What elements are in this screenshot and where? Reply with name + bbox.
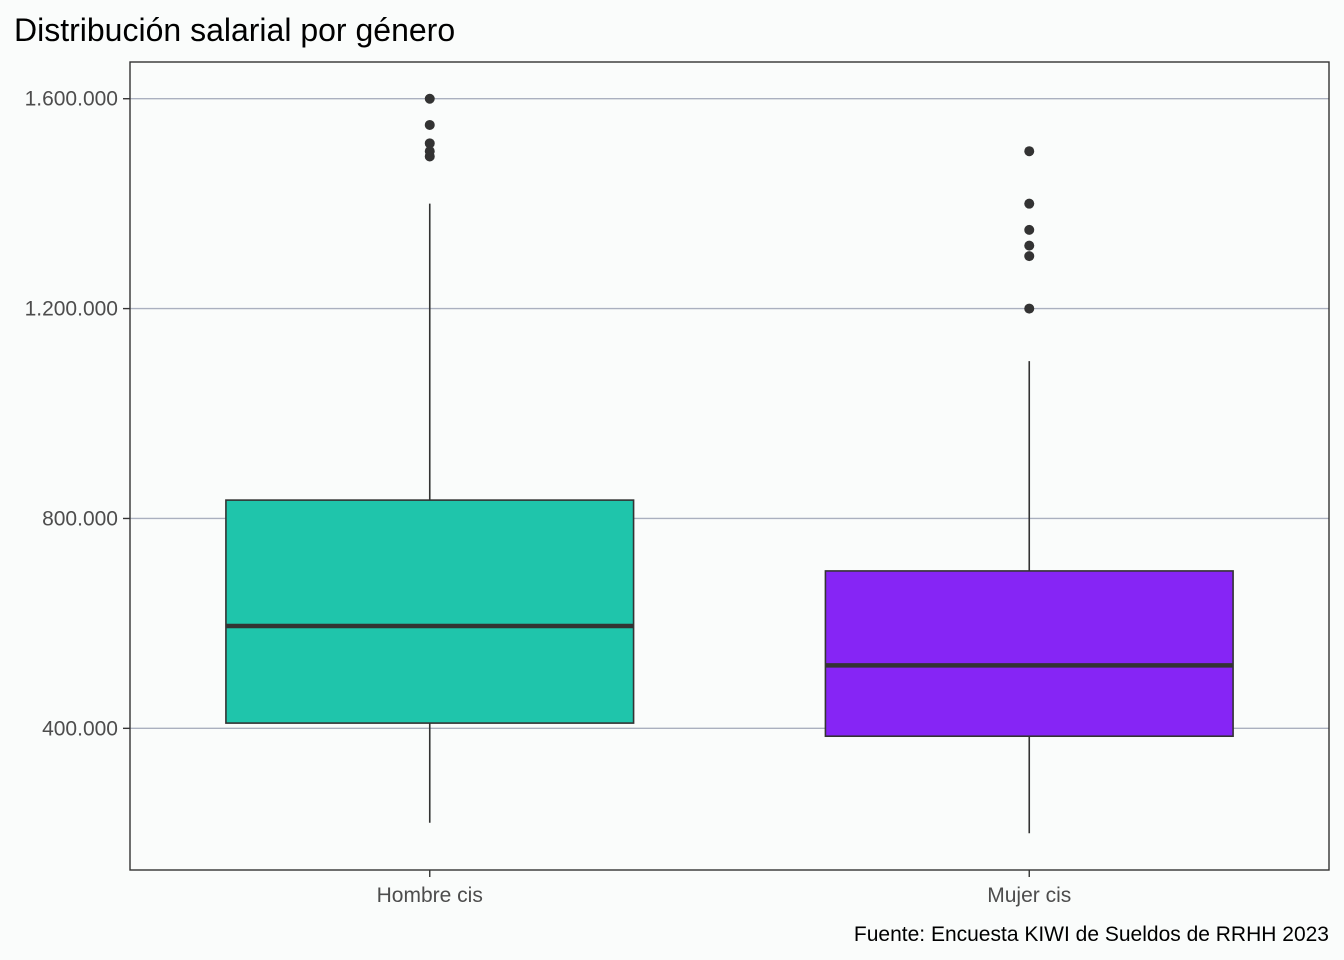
outlier-point (1024, 224, 1035, 235)
outlier-point (1024, 198, 1035, 209)
y-tick-label: 1.200.000 (25, 298, 118, 321)
chart-title: Distribución salarial por género (14, 12, 455, 48)
plot-panel-border (129, 61, 1330, 871)
x-tick-label: Hombre cis (377, 884, 483, 907)
box-group (225, 93, 635, 823)
chart-caption: Fuente: Encuesta KIWI de Sueldos de RRHH… (854, 923, 1329, 946)
axis-layer: 400.000 800.000 1.200.000 1.600.000 Hombre c… (25, 88, 1072, 907)
iqr-box (225, 499, 635, 724)
outlier-point (1024, 146, 1035, 157)
box-layer (225, 93, 1234, 834)
outlier-point (424, 93, 435, 104)
outlier-point (424, 138, 435, 149)
y-tick-label: 800.000 (42, 507, 118, 530)
outlier-point (424, 119, 435, 130)
y-tick-label: 1.600.000 (25, 88, 118, 111)
outlier-point (1024, 240, 1035, 251)
outlier-point (424, 146, 435, 157)
outlier-point (1024, 303, 1035, 314)
box-group (824, 146, 1234, 834)
x-tick-label: Mujer cis (987, 884, 1071, 907)
outlier-point (1024, 251, 1035, 262)
y-tick-label: 400.000 (42, 717, 118, 740)
iqr-box (824, 570, 1234, 738)
